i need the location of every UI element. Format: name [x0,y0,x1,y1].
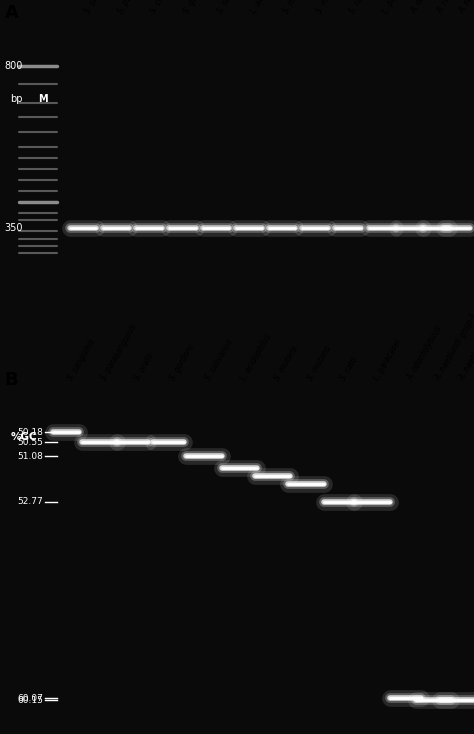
Text: S. ratti: S. ratti [348,0,369,15]
Text: M: M [38,94,47,104]
Text: A: A [5,4,18,22]
Text: S. sanguinis: S. sanguinis [66,338,97,382]
Text: 51.08: 51.08 [17,452,43,461]
Text: A. odontolyticus: A. odontolyticus [405,324,444,382]
Text: S. salivarius: S. salivarius [204,338,235,382]
Text: A. raeslundi gnsp-1: A. raeslundi gnsp-1 [436,0,474,15]
Text: S. cralis: S. cralis [149,0,172,15]
Text: S. mutans: S. mutans [306,344,333,382]
Text: B: B [5,371,18,389]
Text: 52.77: 52.77 [18,498,43,506]
Text: S. parasanguinis: S. parasanguinis [100,322,139,382]
Text: A. odontolyticus: A. odontolyticus [410,0,448,15]
Text: S. mutans: S. mutans [282,0,309,15]
Text: 60.15: 60.15 [17,696,43,705]
Text: S. parasanguinis: S. parasanguinis [116,0,155,15]
Text: 60.07: 60.07 [17,694,43,702]
Text: bp: bp [10,94,23,104]
Text: S. mutans: S. mutans [315,0,342,15]
Text: %GC: %GC [10,432,37,442]
Text: 800: 800 [5,61,23,71]
Text: S. mutans: S. mutans [273,344,300,382]
Text: A. raeslundi gnsp-2: A. raeslundi gnsp-2 [457,0,474,15]
Text: A. naeslundi gnsp-2: A. naeslundi gnsp-2 [457,311,474,382]
Text: S. ratti: S. ratti [339,355,359,382]
Text: L. acidophilus: L. acidophilus [249,0,283,15]
Text: L. paracasei: L. paracasei [382,0,412,15]
Text: S. oralis: S. oralis [133,351,155,382]
Text: 350: 350 [5,222,23,233]
Text: S. salivarius: S. salivarius [216,0,246,15]
Text: L. paracasei: L. paracasei [372,338,403,382]
Text: 50.18: 50.18 [17,428,43,437]
Text: S. gordonii: S. gordonii [168,342,197,382]
Text: S. gordonii: S. gordonii [182,0,211,15]
Text: A. naeslundi gnsp-1: A. naeslundi gnsp-1 [434,311,474,382]
Text: L. acidophilus: L. acidophilus [239,332,273,382]
Text: 50.55: 50.55 [17,437,43,447]
Text: S. sanguinis: S. sanguinis [83,0,114,15]
